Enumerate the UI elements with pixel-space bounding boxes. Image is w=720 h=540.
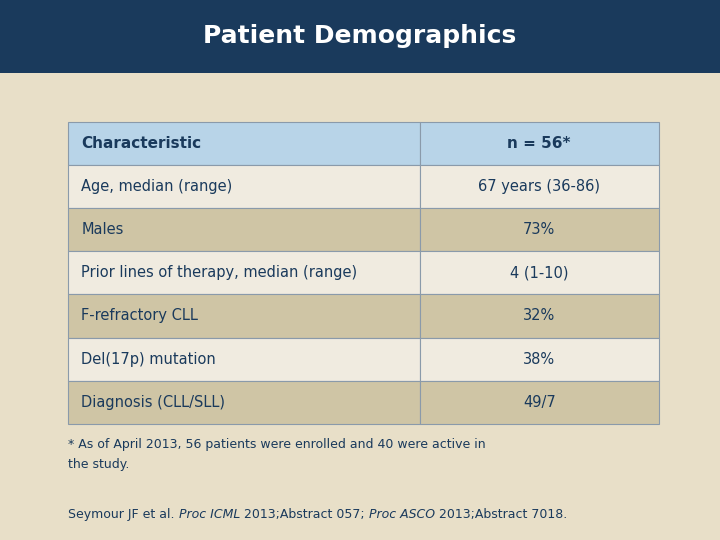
Bar — [68, 338, 420, 381]
Text: Seymour JF et al.: Seymour JF et al. — [68, 508, 179, 521]
Bar — [68, 251, 420, 294]
Text: Proc ASCO: Proc ASCO — [369, 508, 435, 521]
Bar — [420, 251, 659, 294]
Text: Males: Males — [81, 222, 124, 237]
Bar — [420, 294, 659, 338]
Text: Del(17p) mutation: Del(17p) mutation — [81, 352, 216, 367]
Bar — [420, 208, 659, 251]
Bar — [420, 122, 659, 165]
Bar — [68, 122, 420, 165]
Text: 32%: 32% — [523, 308, 555, 323]
Text: n = 56*: n = 56* — [508, 136, 571, 151]
Text: 67 years (36-86): 67 years (36-86) — [478, 179, 600, 194]
Text: 2013;Abstract 7018.: 2013;Abstract 7018. — [435, 508, 567, 521]
Text: Prior lines of therapy, median (range): Prior lines of therapy, median (range) — [81, 265, 358, 280]
Text: the study.: the study. — [68, 458, 130, 471]
Bar — [420, 381, 659, 424]
Text: 2013;Abstract 057;: 2013;Abstract 057; — [240, 508, 369, 521]
Bar — [68, 381, 420, 424]
Bar — [420, 338, 659, 381]
Text: Age, median (range): Age, median (range) — [81, 179, 233, 194]
Text: 73%: 73% — [523, 222, 555, 237]
Bar — [68, 208, 420, 251]
Text: 38%: 38% — [523, 352, 555, 367]
Bar — [68, 294, 420, 338]
Text: Patient Demographics: Patient Demographics — [203, 24, 517, 49]
Text: 49/7: 49/7 — [523, 395, 556, 410]
Text: F-refractory CLL: F-refractory CLL — [81, 308, 198, 323]
Text: 4 (1-10): 4 (1-10) — [510, 265, 569, 280]
Text: * As of April 2013, 56 patients were enrolled and 40 were active in: * As of April 2013, 56 patients were enr… — [68, 438, 486, 451]
Text: Diagnosis (CLL/SLL): Diagnosis (CLL/SLL) — [81, 395, 225, 410]
Bar — [68, 165, 420, 208]
Bar — [0, 0, 720, 73]
Bar — [420, 165, 659, 208]
Text: Proc ICML: Proc ICML — [179, 508, 240, 521]
Text: Characteristic: Characteristic — [81, 136, 202, 151]
